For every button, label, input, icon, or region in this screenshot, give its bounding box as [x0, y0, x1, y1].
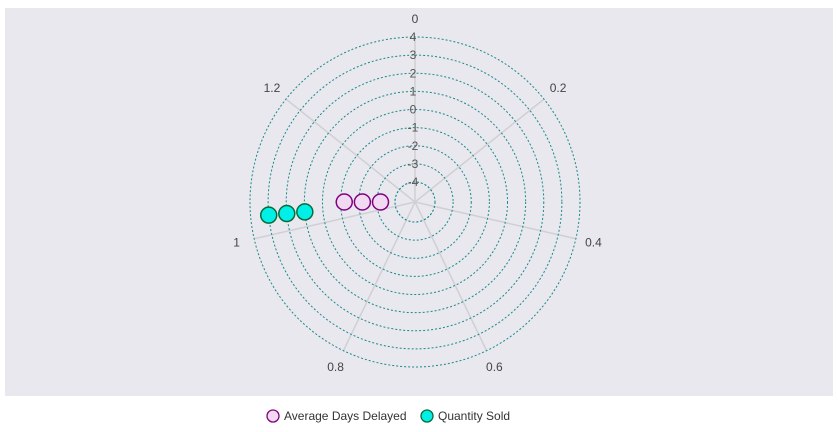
radial-ring [285, 72, 545, 332]
radial-tick-label: -4 [408, 175, 419, 189]
legend: Average Days Delayed Quantity Sold [266, 409, 510, 423]
radial-ring [267, 54, 563, 350]
legend-label: Quantity Sold [438, 409, 510, 423]
radial-ring [394, 181, 436, 223]
legend-marker [420, 409, 434, 423]
angular-gridline [414, 201, 488, 351]
angular-tick-label: 1.2 [264, 81, 281, 95]
data-points [259, 193, 390, 224]
data-point [259, 206, 278, 224]
legend-marker [266, 409, 280, 423]
angular-tick-label: 0.4 [585, 236, 602, 250]
radial-tick-label: 4 [410, 30, 417, 44]
angular-gridline [414, 201, 577, 240]
radial-ring [303, 90, 527, 314]
angular-tick-label: 0.2 [550, 81, 567, 95]
legend-label: Average Days Delayed [284, 409, 407, 423]
radial-tick-label: 2 [410, 66, 417, 80]
data-point [353, 193, 372, 211]
radial-ring [376, 163, 454, 241]
data-point [296, 203, 314, 221]
radial-gridlines [249, 36, 581, 368]
radial-tick-label: -1 [408, 121, 419, 135]
angular-gridlines [253, 37, 577, 351]
radial-tick-label: 3 [410, 48, 417, 62]
angular-tick-label: 0.6 [486, 360, 503, 374]
angular-gridline [285, 98, 416, 203]
angular-tick-label: 0 [412, 12, 419, 26]
angular-gridline [414, 98, 545, 203]
radial-tick-label: 0 [410, 103, 417, 117]
radial-ring [249, 36, 581, 368]
angular-tick-label: 1 [233, 236, 240, 250]
data-point [278, 204, 296, 223]
angular-gridline [342, 201, 416, 351]
angular-tick-labels: 0 0.2 0.4 0.6 0.8 1 1.2 [233, 12, 602, 374]
data-point [371, 193, 390, 211]
radial-tick-labels: 4 3 2 1 0 -1 -2 -3 -4 [408, 30, 419, 189]
radial-ring [322, 109, 508, 295]
plot-area [5, 8, 833, 396]
radial-tick-label: -3 [408, 157, 419, 171]
angular-gridline [253, 201, 416, 240]
radial-tick-label: 1 [410, 84, 417, 98]
angular-tick-label: 0.8 [327, 360, 344, 374]
data-point [335, 193, 353, 211]
radial-tick-label: -2 [408, 139, 419, 153]
